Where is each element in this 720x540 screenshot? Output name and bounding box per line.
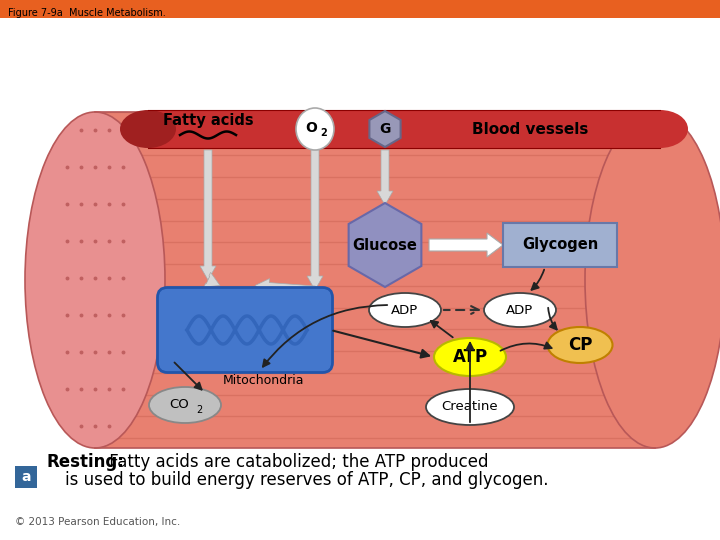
Text: Glucose: Glucose	[353, 238, 418, 253]
FancyBboxPatch shape	[158, 287, 333, 373]
FancyBboxPatch shape	[503, 223, 617, 267]
Text: ATP: ATP	[452, 348, 487, 366]
Text: Resting:: Resting:	[46, 453, 124, 471]
Text: © 2013 Pearson Education, Inc.: © 2013 Pearson Education, Inc.	[15, 517, 180, 527]
Text: CP: CP	[568, 336, 592, 354]
Ellipse shape	[426, 389, 514, 425]
FancyBboxPatch shape	[15, 466, 37, 488]
Text: 2: 2	[320, 128, 328, 138]
Ellipse shape	[25, 112, 165, 448]
Ellipse shape	[149, 387, 221, 423]
Text: Figure 7-9a  Muscle Metabolism.: Figure 7-9a Muscle Metabolism.	[8, 8, 166, 18]
Text: Mitochondria: Mitochondria	[222, 374, 304, 387]
Text: ADP: ADP	[506, 303, 534, 316]
FancyArrow shape	[307, 150, 323, 290]
Ellipse shape	[369, 293, 441, 327]
Text: Fatty acids: Fatty acids	[163, 113, 253, 129]
Bar	[95, 112, 655, 448]
Text: O: O	[305, 121, 317, 135]
FancyArrow shape	[255, 279, 315, 294]
Text: is used to build energy reserves of ATP, CP, and glycogen.: is used to build energy reserves of ATP,…	[65, 471, 549, 489]
Ellipse shape	[585, 112, 720, 448]
Polygon shape	[348, 203, 421, 287]
Ellipse shape	[632, 110, 688, 148]
Text: Fatty acids are catabolized; the ATP produced: Fatty acids are catabolized; the ATP pro…	[104, 453, 488, 471]
Polygon shape	[369, 111, 400, 147]
FancyArrow shape	[204, 272, 220, 287]
Ellipse shape	[434, 338, 506, 376]
FancyArrow shape	[429, 233, 503, 257]
Text: Glycogen: Glycogen	[522, 238, 598, 253]
Text: ADP: ADP	[392, 303, 418, 316]
Ellipse shape	[296, 108, 334, 150]
Text: 2: 2	[196, 405, 202, 415]
Text: CO: CO	[169, 397, 189, 410]
Text: Blood vessels: Blood vessels	[472, 122, 588, 137]
Ellipse shape	[484, 293, 556, 327]
FancyArrow shape	[200, 150, 216, 280]
Text: G: G	[379, 122, 391, 136]
Text: a: a	[22, 470, 31, 484]
Ellipse shape	[120, 110, 176, 148]
Bar	[0, 0, 720, 18]
FancyArrow shape	[377, 150, 393, 205]
Bar	[148, 110, 660, 148]
Text: Creatine: Creatine	[441, 401, 498, 414]
Ellipse shape	[547, 327, 613, 363]
